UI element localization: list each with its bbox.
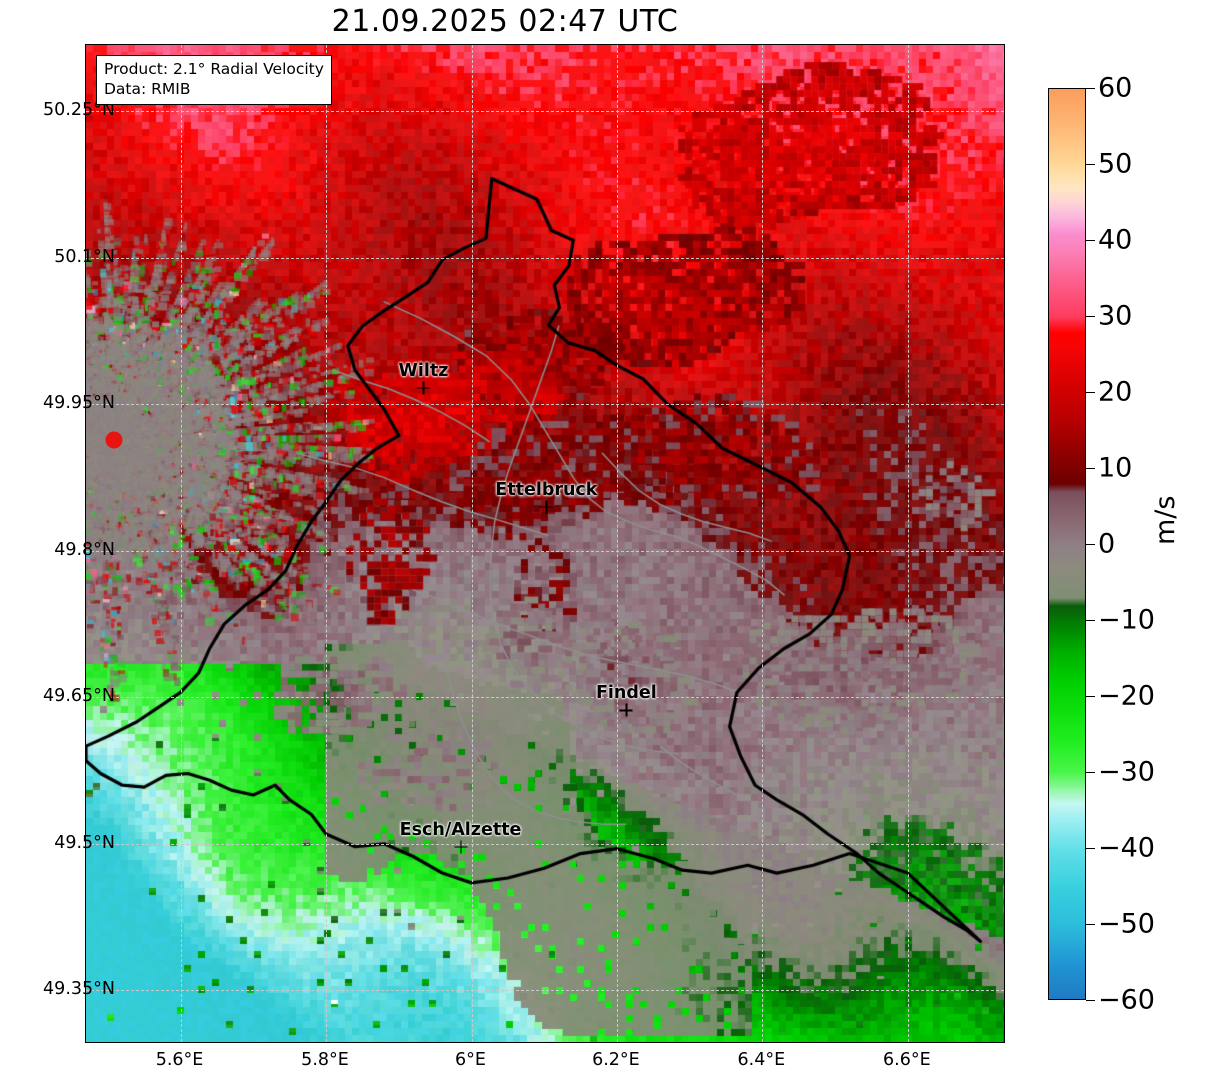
latitude-tick-label: 49.35°N bbox=[43, 979, 115, 1000]
colorbar-segment bbox=[1049, 491, 1085, 523]
colorbar-segment bbox=[1049, 773, 1085, 789]
colorbar-segment bbox=[1049, 651, 1085, 683]
colorbar-tick-label: −10 bbox=[1098, 604, 1155, 636]
colorbar-segment bbox=[1049, 545, 1085, 569]
colorbar-tick-label: 30 bbox=[1098, 300, 1133, 332]
data-source-line: Data: RMIB bbox=[104, 80, 191, 99]
colorbar-segment bbox=[1049, 803, 1085, 820]
longitude-tick-label: 6.4°E bbox=[737, 1050, 786, 1070]
city-label: Findel bbox=[595, 683, 657, 704]
colorbar-segment bbox=[1049, 887, 1085, 926]
colorbar-tick-label: −20 bbox=[1098, 680, 1155, 712]
colorbar-tick-mark bbox=[1086, 620, 1095, 621]
latitude-tick-label: 49.8°N bbox=[54, 539, 115, 560]
colorbar-segment bbox=[1049, 233, 1085, 257]
colorbar-segment bbox=[1049, 925, 1085, 964]
city-label: Wiltz bbox=[398, 360, 449, 381]
city-marker-icon bbox=[416, 381, 430, 395]
page-title: 21.09.2025 02:47 UTC bbox=[331, 4, 679, 39]
colorbar-tick-label: 10 bbox=[1098, 452, 1133, 484]
map-plot-area: Wiltz Ettelbruck Findel Esch/Alzette Produc… bbox=[85, 44, 1005, 1043]
colorbar-segment bbox=[1049, 453, 1085, 485]
colorbar-segment bbox=[1049, 256, 1085, 288]
radar-reflectivity-canvas bbox=[86, 45, 1004, 1042]
colorbar-segment bbox=[1049, 742, 1085, 774]
latitude-tick-label: 50.1°N bbox=[54, 246, 115, 267]
colorbar-segment bbox=[1049, 963, 1085, 999]
colorbar-tick-mark bbox=[1086, 316, 1095, 317]
longitude-tick-label: 5.8°E bbox=[301, 1050, 349, 1070]
colorbar-segment bbox=[1049, 332, 1085, 348]
colorbar-unit-label: m/s bbox=[1150, 495, 1181, 545]
colorbar-segment bbox=[1049, 605, 1085, 630]
longitude-tick-label: 6.2°E bbox=[592, 1050, 640, 1070]
city-label: Ettelbruck bbox=[495, 479, 598, 500]
colorbar-tick-mark bbox=[1086, 164, 1095, 165]
colorbar-segment bbox=[1049, 484, 1085, 493]
colorbar-segment bbox=[1049, 522, 1085, 546]
longitude-tick-label: 6.6°E bbox=[882, 1050, 931, 1070]
city-label: Esch/Alzette bbox=[399, 819, 522, 840]
latitude-tick-label: 50.25°N bbox=[43, 100, 115, 121]
colorbar-segment bbox=[1049, 567, 1085, 599]
colorbar-segment bbox=[1049, 187, 1085, 204]
colorbar-segment bbox=[1049, 218, 1085, 234]
colorbar-tick-label: −50 bbox=[1098, 908, 1155, 940]
colorbar-tick-label: −30 bbox=[1098, 756, 1155, 788]
product-info-box: Product: 2.1° Radial Velocity Data: RMIB bbox=[96, 55, 332, 105]
radar-canvas-wrap bbox=[86, 45, 1004, 1042]
colorbar-tick-mark bbox=[1086, 772, 1095, 773]
city-marker-icon bbox=[619, 703, 633, 717]
colorbar-segment bbox=[1049, 849, 1085, 888]
latitude-tick-label: 49.65°N bbox=[43, 686, 115, 707]
colorbar-segment bbox=[1049, 347, 1085, 386]
product-line: Product: 2.1° Radial Velocity bbox=[104, 60, 324, 78]
longitude-tick-label: 6°E bbox=[454, 1050, 486, 1070]
colorbar-segment bbox=[1049, 203, 1085, 219]
city-marker-icon bbox=[454, 840, 468, 854]
colorbar-tick-label: −40 bbox=[1098, 832, 1155, 864]
colorbar-tick-mark bbox=[1086, 696, 1095, 697]
colorbar-segment bbox=[1049, 712, 1085, 744]
colorbar-segment bbox=[1049, 89, 1085, 128]
colorbar-tick-mark bbox=[1086, 1000, 1095, 1001]
colorbar-segment bbox=[1049, 127, 1085, 166]
colorbar-segment bbox=[1049, 165, 1085, 189]
colorbar-tick-label: 0 bbox=[1098, 528, 1116, 560]
latitude-tick-label: 49.5°N bbox=[54, 832, 115, 853]
colorbar-tick-mark bbox=[1086, 240, 1095, 241]
colorbar-segment bbox=[1049, 788, 1085, 804]
colorbar-tick-label: −60 bbox=[1098, 984, 1155, 1016]
colorbar-segment bbox=[1049, 818, 1085, 850]
colorbar-tick-label: 20 bbox=[1098, 376, 1133, 408]
colorbar-tick-mark bbox=[1086, 392, 1095, 393]
colorbar-tick-label: 40 bbox=[1098, 224, 1133, 256]
colorbar-segment bbox=[1049, 286, 1085, 318]
colorbar-tick-mark bbox=[1086, 924, 1095, 925]
radar-site-marker bbox=[105, 431, 123, 449]
colorbar-segment bbox=[1049, 628, 1085, 652]
colorbar-tick-mark bbox=[1086, 88, 1095, 89]
colorbar bbox=[1048, 88, 1086, 1000]
colorbar-segment bbox=[1049, 423, 1085, 455]
latitude-tick-label: 49.95°N bbox=[43, 393, 115, 414]
colorbar-tick-mark bbox=[1086, 468, 1095, 469]
colorbar-tick-label: 60 bbox=[1098, 72, 1133, 104]
longitude-tick-label: 5.6°E bbox=[155, 1050, 204, 1070]
colorbar-segment bbox=[1049, 598, 1085, 607]
colorbar-segment bbox=[1049, 681, 1085, 713]
city-marker-icon bbox=[539, 500, 553, 514]
colorbar-tick-mark bbox=[1086, 544, 1095, 545]
colorbar-gradient bbox=[1049, 89, 1085, 999]
colorbar-segment bbox=[1049, 385, 1085, 424]
colorbar-tick-label: 50 bbox=[1098, 148, 1133, 180]
colorbar-segment bbox=[1049, 317, 1085, 333]
colorbar-tick-mark bbox=[1086, 848, 1095, 849]
